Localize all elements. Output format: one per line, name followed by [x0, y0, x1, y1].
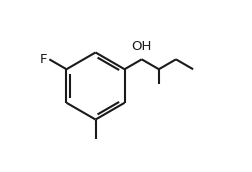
- Text: OH: OH: [131, 40, 151, 53]
- Text: F: F: [40, 53, 47, 66]
